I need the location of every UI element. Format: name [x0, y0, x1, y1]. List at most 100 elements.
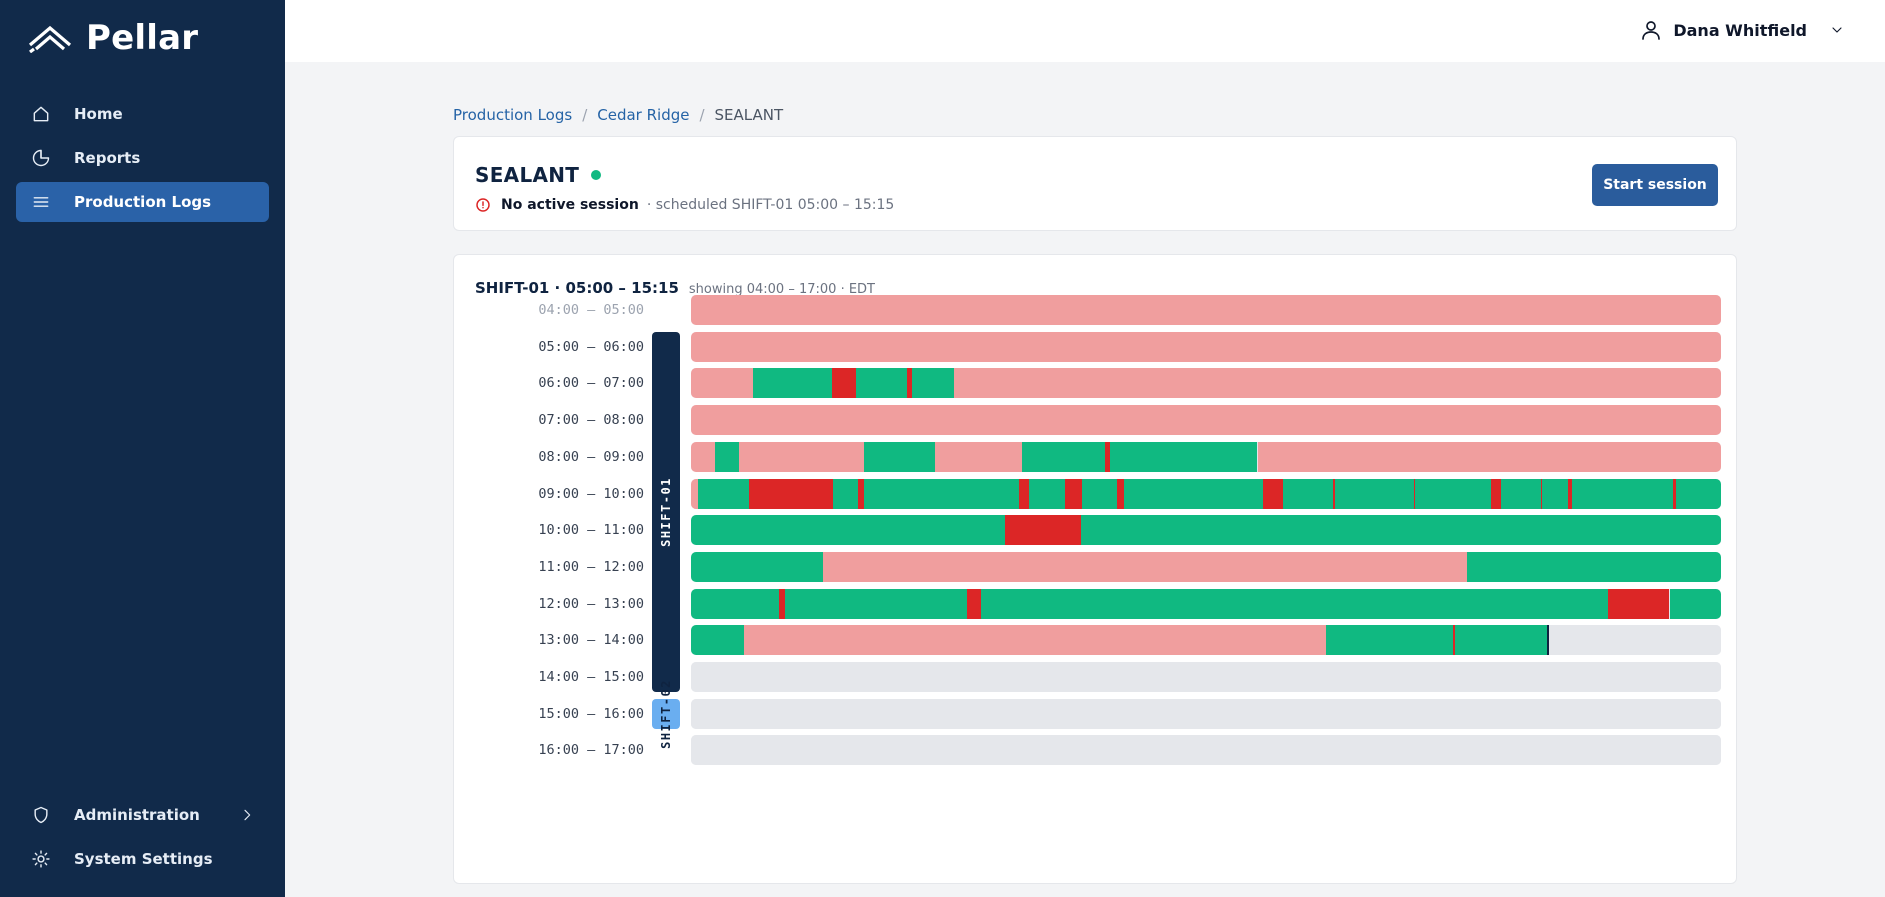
- sidebar-item-home[interactable]: Home: [16, 94, 269, 134]
- row-label: 11:00 – 12:00: [538, 558, 644, 575]
- segment-running[interactable]: [1542, 478, 1569, 509]
- user-menu[interactable]: Dana Whitfield: [1639, 18, 1845, 42]
- timeline-track[interactable]: [691, 405, 1721, 436]
- segment-down[interactable]: [1607, 588, 1670, 619]
- segment-running[interactable]: [833, 478, 858, 509]
- segment-running[interactable]: [855, 368, 908, 399]
- timeline-track[interactable]: [691, 368, 1721, 399]
- segment-down[interactable]: [778, 588, 786, 619]
- segment-down[interactable]: [749, 478, 834, 509]
- segment-down[interactable]: [1333, 478, 1335, 509]
- segment-down[interactable]: [1262, 478, 1284, 509]
- segment-idle[interactable]: [739, 441, 865, 472]
- segment-down[interactable]: [907, 368, 913, 399]
- segment-running[interactable]: [752, 368, 832, 399]
- timeline-track[interactable]: [691, 588, 1721, 619]
- segment-running[interactable]: [697, 478, 750, 509]
- brand[interactable]: Pellar: [28, 18, 198, 58]
- segment-down[interactable]: [1453, 625, 1455, 656]
- segment-running[interactable]: [1029, 478, 1066, 509]
- segment-down[interactable]: [1005, 515, 1081, 546]
- segment-running[interactable]: [1080, 515, 1721, 546]
- timeline-track[interactable]: [691, 295, 1721, 325]
- segment-running[interactable]: [691, 551, 824, 582]
- segment-down[interactable]: [1104, 441, 1110, 472]
- segment-down[interactable]: [967, 588, 982, 619]
- timeline-track[interactable]: [691, 331, 1721, 362]
- segment-idle[interactable]: [744, 625, 1327, 656]
- segment-running[interactable]: [785, 588, 968, 619]
- segment-running[interactable]: [912, 368, 954, 399]
- segment-running[interactable]: [1283, 478, 1334, 509]
- segment-future[interactable]: [691, 735, 1721, 766]
- sidebar-item-label: Home: [74, 105, 123, 123]
- sidebar-item-system-settings[interactable]: System Settings: [16, 839, 269, 879]
- segment-running[interactable]: [715, 441, 740, 472]
- segment-running[interactable]: [691, 625, 745, 656]
- segment-running[interactable]: [1123, 478, 1263, 509]
- segment-idle[interactable]: [691, 331, 1721, 362]
- segment-idle[interactable]: [823, 551, 1467, 582]
- timeline-track[interactable]: [691, 698, 1721, 729]
- segment-running[interactable]: [864, 441, 935, 472]
- segment-running[interactable]: [1454, 625, 1548, 656]
- timeline-track[interactable]: [691, 478, 1721, 509]
- segment-idle[interactable]: [1257, 441, 1721, 472]
- timeline-track[interactable]: [691, 735, 1721, 766]
- segment-down[interactable]: [1413, 478, 1416, 509]
- segment-future[interactable]: [1547, 625, 1721, 656]
- segment-down[interactable]: [1065, 478, 1083, 509]
- segment-down[interactable]: [831, 368, 856, 399]
- segment-down[interactable]: [1568, 478, 1572, 509]
- segment-idle[interactable]: [691, 478, 698, 509]
- sidebar-item-reports[interactable]: Reports: [16, 138, 269, 178]
- segment-idle[interactable]: [691, 441, 716, 472]
- segment-running[interactable]: [1501, 478, 1541, 509]
- session-status: No active session · scheduled SHIFT-01 0…: [475, 197, 894, 213]
- timeline-track[interactable]: [691, 515, 1721, 546]
- shift-band-shift-01[interactable]: SHIFT-01: [652, 331, 680, 692]
- segment-running[interactable]: [1082, 478, 1117, 509]
- home-icon: [30, 103, 52, 125]
- breadcrumb-site[interactable]: Cedar Ridge: [597, 106, 690, 124]
- segment-down[interactable]: [857, 478, 865, 509]
- sidebar-item-administration[interactable]: Administration: [16, 795, 269, 835]
- segment-running[interactable]: [1109, 441, 1258, 472]
- segment-running[interactable]: [1326, 625, 1454, 656]
- segment-running[interactable]: [1022, 441, 1105, 472]
- segment-idle[interactable]: [691, 405, 1721, 436]
- shift-band-shift-02[interactable]: SHIFT-02: [652, 679, 680, 749]
- segment-running[interactable]: [691, 588, 779, 619]
- segment-running[interactable]: [864, 478, 1019, 509]
- segment-down[interactable]: [1540, 478, 1543, 509]
- segment-running[interactable]: [1415, 478, 1491, 509]
- segment-running[interactable]: [981, 588, 1608, 619]
- segment-running[interactable]: [1334, 478, 1414, 509]
- segment-running[interactable]: [1571, 478, 1673, 509]
- timeline-track[interactable]: [691, 551, 1721, 582]
- start-session-button[interactable]: Start session: [1592, 164, 1718, 206]
- row-label: 14:00 – 15:00: [538, 669, 644, 685]
- segment-down[interactable]: [1672, 478, 1677, 509]
- segment-idle[interactable]: [691, 295, 1721, 325]
- segment-future[interactable]: [691, 662, 1721, 692]
- segment-future[interactable]: [691, 698, 1721, 729]
- segment-idle[interactable]: [953, 368, 1721, 399]
- segment-down[interactable]: [1490, 478, 1502, 509]
- timeline-track[interactable]: [691, 441, 1721, 472]
- segment-running[interactable]: [1676, 478, 1721, 509]
- line-header-card: SEALANT No active session · scheduled SH…: [453, 136, 1737, 231]
- segment-down[interactable]: [1116, 478, 1124, 509]
- segment-down[interactable]: [1018, 478, 1030, 509]
- segment-running[interactable]: [691, 515, 1006, 546]
- sidebar-item-production-logs[interactable]: Production Logs: [16, 182, 269, 222]
- row-label: 07:00 – 08:00: [538, 412, 644, 429]
- timeline-track[interactable]: [691, 625, 1721, 656]
- breadcrumb-production-logs[interactable]: Production Logs: [453, 106, 573, 124]
- segment-idle[interactable]: [934, 441, 1023, 472]
- segment-running[interactable]: [1669, 588, 1721, 619]
- timeline-track[interactable]: [691, 662, 1721, 692]
- segment-running[interactable]: [1466, 551, 1721, 582]
- topbar: Dana Whitfield: [285, 0, 1885, 62]
- segment-idle[interactable]: [691, 368, 753, 399]
